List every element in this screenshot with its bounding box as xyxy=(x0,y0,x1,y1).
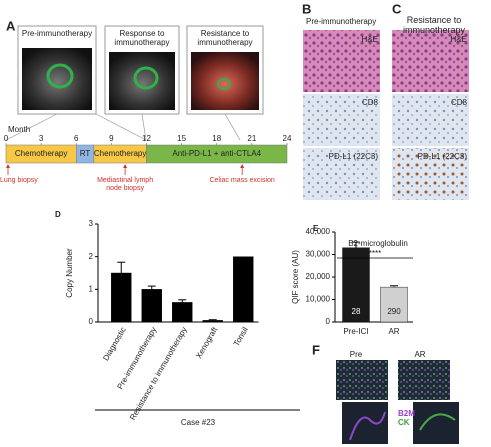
x-tick-label: 6 xyxy=(74,134,79,143)
tissue xyxy=(419,413,456,431)
connector xyxy=(5,113,58,141)
pre-zoom xyxy=(342,402,388,444)
x-tick-label: Xenograft xyxy=(194,325,220,360)
y-tick-label: 20,000 xyxy=(306,272,331,281)
bar xyxy=(380,286,408,323)
lesion-circle xyxy=(133,66,159,90)
x-tick-label: Diagnostic xyxy=(101,326,127,363)
x-tick-label: Pre-ICI xyxy=(343,327,368,336)
stain-label: H&E xyxy=(362,35,378,44)
stain-label: PD-L1 (22C3) xyxy=(418,152,468,161)
significance: **** xyxy=(369,249,381,258)
segment-label: Chemotherapy xyxy=(94,149,146,158)
segment-label: Chemotherapy xyxy=(15,149,67,158)
event-label: Lung biopsy xyxy=(0,177,38,184)
panel-letter: D xyxy=(55,210,61,219)
panel-title: Pre-immunotherapy xyxy=(306,17,376,26)
panel-letter: E xyxy=(313,224,319,233)
pdl1-image xyxy=(303,148,380,200)
channel-label: CK xyxy=(398,418,410,427)
group-label: Case #23 xyxy=(181,418,216,427)
bar xyxy=(342,247,370,323)
bar xyxy=(111,272,132,323)
axis-label: Month xyxy=(8,125,30,134)
x-tick-label: 3 xyxy=(39,134,44,143)
segment-label: RT xyxy=(80,149,91,158)
channel-label: B2M xyxy=(398,409,415,418)
segment-label: Anti-PD-L1 + anti-CTLA4 xyxy=(172,149,261,158)
event-label: Mediastinal lymph node biopsy xyxy=(97,177,154,192)
fluorescence xyxy=(336,360,459,444)
x-tick-label: 9 xyxy=(109,134,114,143)
lesion-circle xyxy=(46,63,74,89)
x-tick-label: 21 xyxy=(247,134,256,143)
bar xyxy=(141,289,162,323)
x-tick-label: 18 xyxy=(212,134,221,143)
pre-image xyxy=(336,360,388,400)
arrow-head xyxy=(240,164,245,168)
lesion-circle xyxy=(217,78,231,90)
chart-title: B2-microglobulin xyxy=(348,239,408,248)
y-tick-label: 10,000 xyxy=(306,295,331,304)
ct-images xyxy=(5,25,264,141)
arrow-head xyxy=(123,164,128,168)
n-label: 28 xyxy=(352,307,361,316)
y-axis-label: Copy Number xyxy=(65,248,74,298)
tissue xyxy=(349,411,386,441)
bar xyxy=(172,302,193,323)
column-label: AR xyxy=(414,350,425,359)
panel-letter: A xyxy=(6,18,16,33)
x-tick-label: 12 xyxy=(142,134,151,143)
image-caption: Pre-immunotherapy xyxy=(21,29,93,38)
y-axis-label: QIF score (AU) xyxy=(291,250,300,304)
ct-image xyxy=(22,48,92,110)
pdl1-image xyxy=(392,148,469,200)
bar xyxy=(202,320,223,323)
y-tick-label: 1 xyxy=(89,284,94,293)
panel-letter: F xyxy=(312,342,320,357)
event-label: Celiac mass excision xyxy=(209,177,275,184)
x-tick-label: 0 xyxy=(4,134,9,143)
stain-label: CD8 xyxy=(451,98,468,107)
connector xyxy=(95,113,147,141)
image-caption: Resistance to immunotherapy xyxy=(197,29,253,47)
x-tick-label: Tonsil xyxy=(232,325,250,347)
y-tick-label: 40,000 xyxy=(306,227,331,236)
pet-ct-image xyxy=(191,52,259,110)
bar xyxy=(233,256,254,323)
stain-label: H&E xyxy=(451,35,467,44)
ar-zoom xyxy=(413,402,459,444)
y-tick-label: 3 xyxy=(89,219,94,228)
y-tick-label: 0 xyxy=(326,317,331,326)
stain-label: CD8 xyxy=(362,98,379,107)
he-image xyxy=(303,30,380,92)
y-tick-label: 2 xyxy=(89,252,94,261)
histology xyxy=(303,30,469,200)
x-tick-label: Resistance to immunotherapy xyxy=(128,326,189,422)
n-label: 290 xyxy=(387,307,401,316)
panel-title: Resistance to immunotherapy xyxy=(402,15,466,35)
column-label: Pre xyxy=(350,350,363,359)
y-tick-label: 30,000 xyxy=(306,250,331,259)
panel-letter: B xyxy=(302,1,311,16)
arrow-head xyxy=(6,164,10,168)
x-tick-label: AR xyxy=(388,327,399,336)
image-caption: Response to immunotherapy xyxy=(114,29,170,47)
cd8-image xyxy=(303,94,380,146)
connector xyxy=(224,113,241,141)
he-image xyxy=(392,30,469,92)
timeline-segment xyxy=(146,144,288,164)
ct-image xyxy=(109,52,175,110)
ar-image xyxy=(398,360,450,400)
x-tick-label: 15 xyxy=(177,134,186,143)
stain-label: PD-L1 (22C3) xyxy=(329,152,379,161)
cd8-image xyxy=(392,94,469,146)
panel-letter: C xyxy=(392,1,402,16)
x-tick-label: 24 xyxy=(283,134,292,143)
connector xyxy=(141,113,147,141)
y-tick-label: 0 xyxy=(89,317,94,326)
